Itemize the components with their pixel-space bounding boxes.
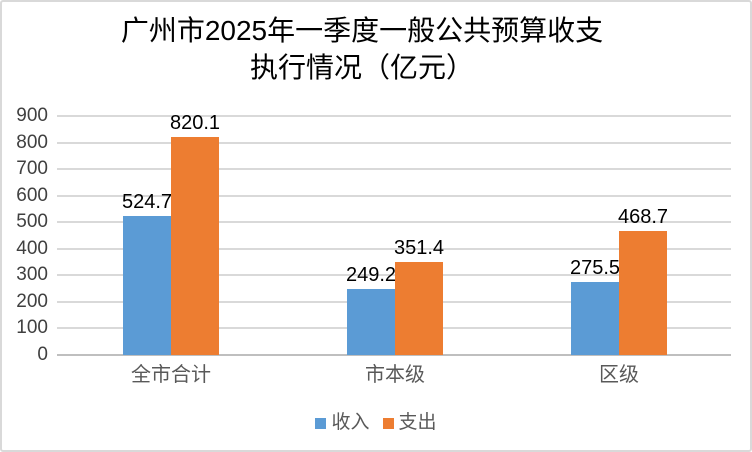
- y-axis-tick-label: 100: [16, 317, 48, 339]
- legend-swatch-icon: [382, 417, 394, 429]
- y-axis-tick-label: 500: [16, 211, 48, 233]
- y-axis-tick-label: 200: [16, 290, 48, 312]
- bar-value-label: 468.7: [617, 205, 669, 228]
- gridline: [57, 168, 731, 171]
- bar-income[interactable]: [347, 288, 395, 355]
- bar-value-label: 249.2: [345, 263, 397, 286]
- x-axis-line: [57, 354, 731, 356]
- y-axis-tick-label: 0: [37, 344, 48, 365]
- gridline: [57, 194, 731, 197]
- gridline: [57, 274, 731, 277]
- y-axis-tick-label: 900: [16, 105, 48, 126]
- bar-expenditure[interactable]: [619, 230, 667, 355]
- y-axis-tick-label: 600: [16, 184, 48, 206]
- chart-title-line-2: 执行情况（亿元）: [249, 52, 474, 83]
- legend-label: 收入: [331, 412, 370, 433]
- y-axis-tick-label: 700: [16, 158, 48, 180]
- y-axis-tick-label: 400: [16, 237, 48, 259]
- bar-income[interactable]: [571, 281, 619, 355]
- bar-value-label: 351.4: [393, 236, 445, 259]
- category-label: 全市合计: [131, 364, 211, 386]
- bar-value-label: 524.7: [121, 190, 173, 213]
- category-label: 市本级: [365, 364, 425, 386]
- legend-label: 支出: [398, 412, 437, 433]
- chart-title: 广州市2025年一季度一般公共预算收支 执行情况（亿元）: [2, 12, 722, 86]
- bar-value-label: 820.1: [169, 112, 221, 135]
- gridline: [57, 141, 731, 144]
- gridline: [57, 221, 731, 224]
- legend-swatch-icon: [315, 417, 327, 429]
- y-axis-tick-label: 300: [16, 264, 48, 286]
- category-label: 区级: [599, 364, 639, 386]
- legend-item[interactable]: 支出: [382, 412, 437, 434]
- bar-expenditure[interactable]: [395, 261, 443, 355]
- gridline: [57, 247, 731, 250]
- gridline: [57, 115, 731, 117]
- bar-value-label: 275.5: [569, 256, 621, 279]
- legend-item[interactable]: 收入: [315, 412, 370, 434]
- chart-title-line-1: 广州市2025年一季度一般公共预算收支: [120, 15, 604, 46]
- bar-expenditure[interactable]: [171, 137, 219, 355]
- legend: 收入 支出: [2, 412, 750, 434]
- y-axis-tick-label: 800: [16, 131, 48, 153]
- bar-income[interactable]: [123, 215, 171, 355]
